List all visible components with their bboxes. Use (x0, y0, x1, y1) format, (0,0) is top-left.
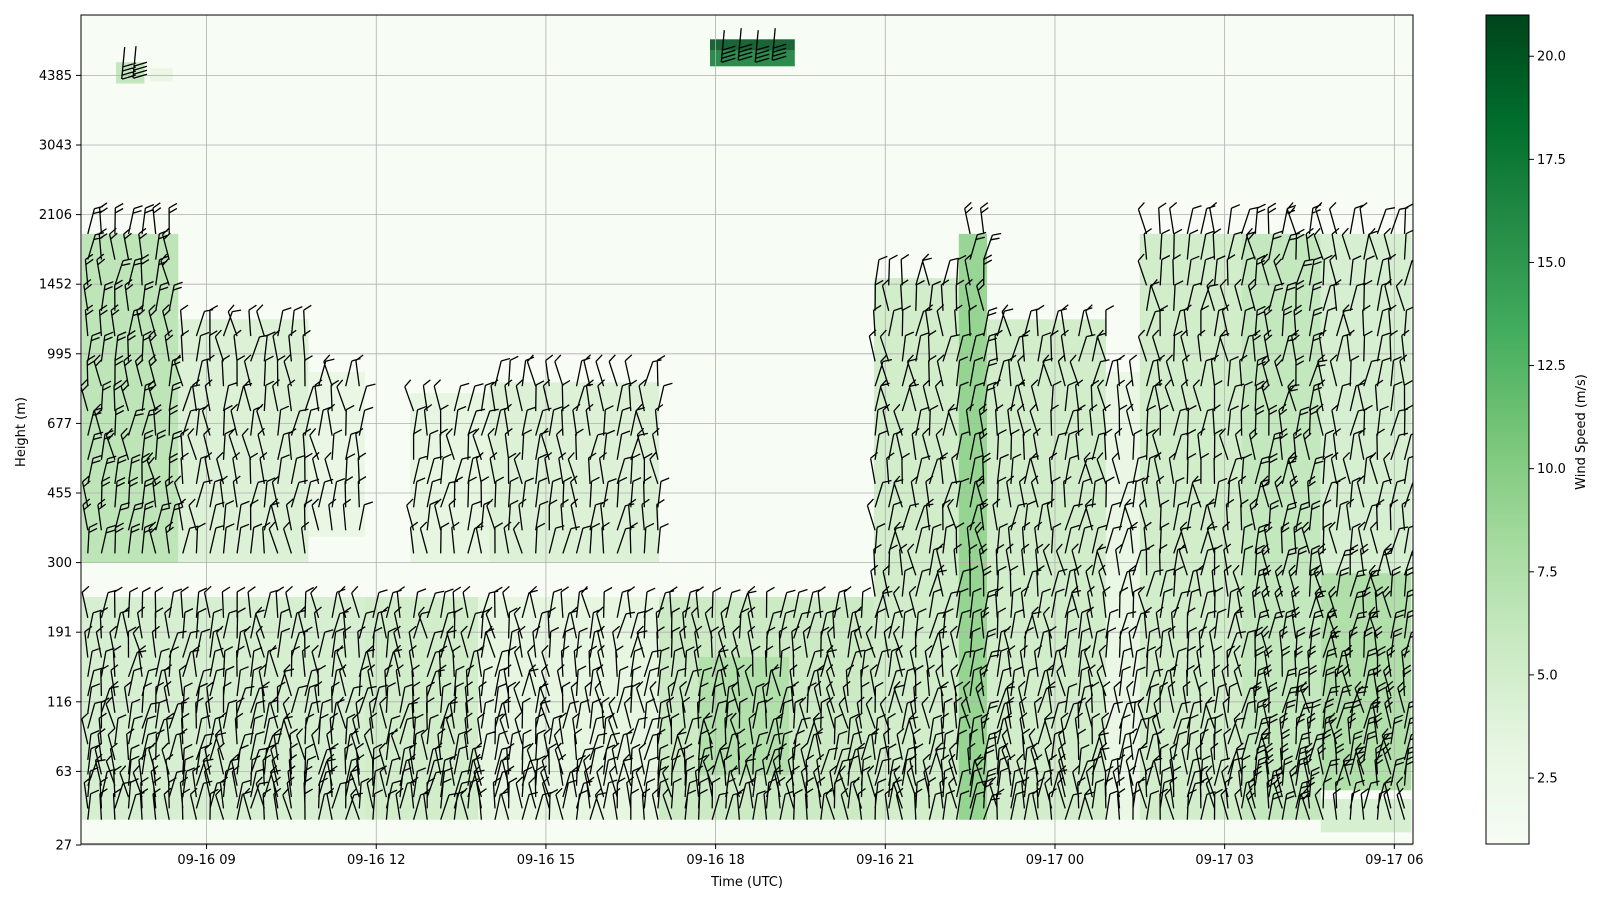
y-tick-label: 27 (55, 839, 72, 854)
y-tick-label: 677 (47, 417, 72, 432)
x-tick-label: 09-17 06 (1365, 853, 1423, 868)
colorbar: 2.5 5.0 7.5 10.0 12.5 15.0 17.5 20.0 Wind Speed… (1485, 14, 1589, 845)
colorbar-tick-label: 15.0 (1537, 256, 1566, 271)
x-axis-ticks: 09-16 09 09-16 12 09-16 15 09-16 18 09-16 21… (177, 844, 1424, 868)
x-tick-label: 09-16 18 (686, 853, 744, 868)
wind-speed-cell (710, 50, 795, 67)
y-tick-label: 63 (55, 765, 72, 780)
colorbar-tick-label: 7.5 (1537, 565, 1558, 580)
colorbar-gradient (1485, 14, 1530, 845)
colorbar-tick-label: 5.0 (1537, 668, 1558, 683)
y-tick-label: 995 (47, 347, 72, 362)
y-tick-label: 191 (47, 626, 72, 641)
x-tick-label: 09-16 15 (517, 853, 575, 868)
y-tick-label: 1452 (39, 278, 72, 293)
colorbar-tick-label: 17.5 (1537, 153, 1566, 168)
wind-barb-strokes (81, 28, 1413, 820)
wind-speed-cell (987, 319, 1106, 820)
x-tick-label: 09-16 09 (177, 853, 235, 868)
y-tick-label: 2106 (39, 208, 72, 223)
y-tick-label: 300 (47, 556, 72, 571)
wind-speed-cell (710, 39, 795, 51)
colorbar-tick-label: 10.0 (1537, 462, 1566, 477)
colorbar-tick-label: 20.0 (1537, 50, 1566, 65)
colorbar-ticks: 2.5 5.0 7.5 10.0 12.5 15.0 17.5 20.0 (1529, 50, 1566, 787)
y-axis-ticks: 27 63 116 191 300 455 677 995 1452 2106 3043 4385 (39, 69, 81, 854)
y-axis-label: Height (m) (14, 397, 29, 467)
wind-speed-cell (1320, 573, 1412, 791)
wind-speed-cell (1320, 233, 1412, 574)
colorbar-tick-label: 12.5 (1537, 359, 1566, 374)
x-tick-label: 09-16 12 (347, 853, 405, 868)
x-axis-label: Time (UTC) (710, 875, 783, 890)
plot-area (80, 14, 1414, 846)
wind-speed-cell (82, 233, 179, 563)
y-tick-label: 455 (47, 487, 72, 502)
y-tick-label: 4385 (39, 69, 72, 84)
y-tick-label: 116 (47, 695, 72, 710)
wind-speed-cell (178, 319, 309, 563)
wind-speed-cell (150, 68, 173, 82)
colorbar-label: Wind Speed (m/s) (1574, 374, 1589, 490)
colorbar-tick-label: 2.5 (1537, 772, 1558, 787)
x-tick-label: 09-16 21 (856, 853, 914, 868)
wind-barbs (81, 28, 1413, 820)
x-tick-label: 09-17 00 (1026, 853, 1084, 868)
x-tick-label: 09-17 03 (1195, 853, 1253, 868)
plot-frame (80, 14, 1414, 845)
y-tick-label: 3043 (39, 139, 72, 154)
